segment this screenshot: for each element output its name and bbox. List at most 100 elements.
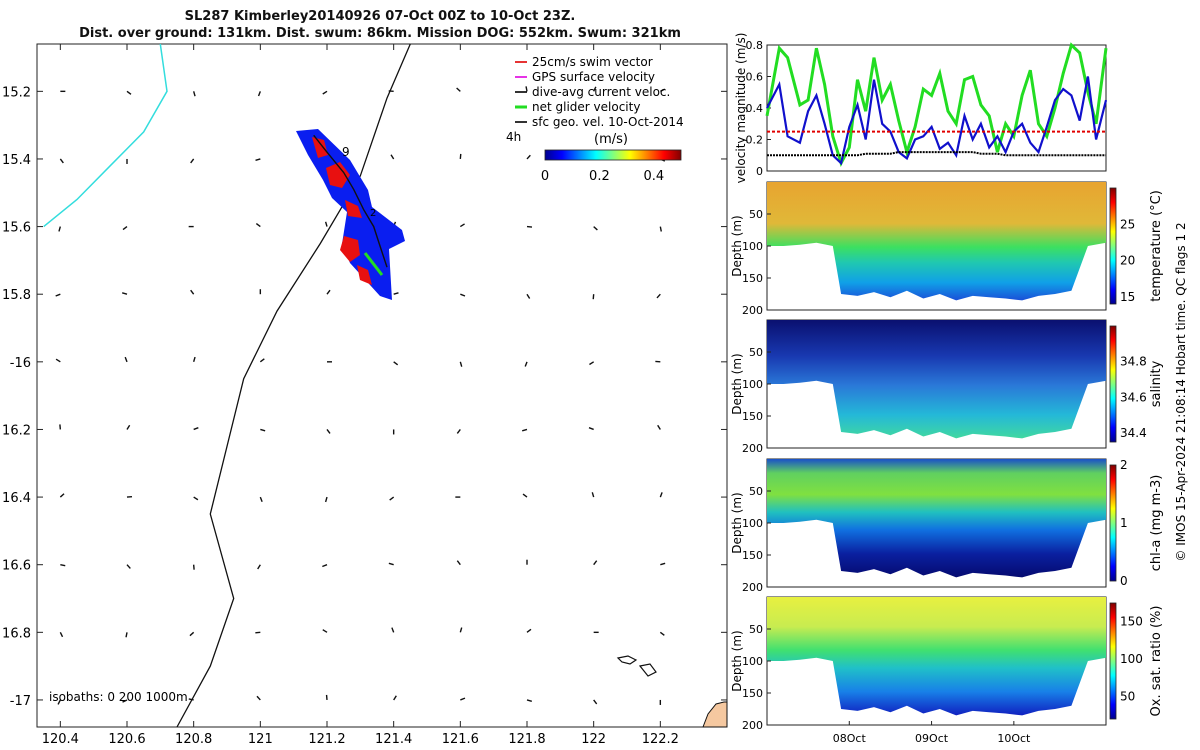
map-x-tick-label: 121.4: [375, 732, 412, 747]
velocity-arrow: [659, 492, 663, 498]
map-y-tick-label: 15.6: [2, 221, 31, 236]
section-colorbar-tick: 150: [1120, 615, 1143, 629]
colorbar-time-label: 4h: [506, 130, 521, 144]
map-x-tick-label: 121.8: [508, 732, 545, 747]
velocity-arrow: [260, 428, 266, 432]
speed-y-tick-label: 0.4: [746, 102, 764, 115]
section-y-tick-label: 100: [742, 378, 763, 391]
section-y-tick-label: 50: [749, 623, 763, 636]
velocity-arrow: [190, 289, 195, 295]
legend-label: sfc geo. vel. 10-Oct-2014: [532, 115, 684, 129]
velocity-arrow: [459, 361, 463, 367]
velocity-arrow: [660, 562, 666, 566]
velocity-arrow: [593, 560, 598, 566]
section-colorbar-tick: 34.4: [1120, 426, 1147, 440]
section-y-tick-label: 200: [742, 442, 763, 455]
speed-y-tick-label: 0.2: [746, 134, 764, 147]
velocity-arrow: [192, 356, 196, 363]
section-colorbar-label: salinity: [1149, 360, 1164, 407]
velocity-arrow: [656, 293, 661, 299]
glider-track: [313, 134, 388, 268]
section-colorbar-tick: 100: [1120, 652, 1143, 666]
velocity-arrow: [393, 292, 399, 295]
velocity-arrow: [59, 493, 65, 498]
map-y-tick-label: 15.8: [2, 288, 31, 303]
map-y-tick-label: 16.6: [2, 559, 31, 574]
colorbar-tick-label: 0.4: [643, 169, 664, 184]
velocity-arrow: [192, 91, 196, 97]
section-y-tick-label: 100: [742, 655, 763, 668]
map-x-tick-label: 121.6: [442, 732, 479, 747]
section-colorbar: [1109, 187, 1117, 305]
section-colorbar-tick: 34.8: [1120, 355, 1147, 369]
velocity-arrow: [189, 631, 195, 637]
section-x-tick-label: 08Oct: [833, 732, 867, 745]
legend-label: GPS surface velocity: [532, 70, 655, 84]
velocity-arrow: [389, 496, 395, 501]
velocity-arrow: [326, 429, 331, 434]
map-x-tick-label: 122.2: [642, 732, 679, 747]
velocity-arrow: [257, 91, 261, 97]
map-y-tick-label: -16: [10, 356, 31, 371]
velocity-arrow: [460, 293, 466, 297]
isobath-line: [176, 43, 411, 728]
section-colorbar-tick: 2: [1120, 458, 1128, 472]
velocity-arrow: [60, 564, 66, 567]
velocity-arrow: [526, 628, 532, 633]
section-y-tick-label: 100: [742, 517, 763, 530]
section-panel: 50 100 150 200 Depth (m) 0 1 2 chl-a (mg m-3): [730, 458, 1164, 594]
map-x-tick-label: 121.2: [308, 732, 345, 747]
velocity-arrow: [659, 226, 662, 232]
section-y-label: Depth (m): [730, 492, 744, 553]
velocity-arrow: [255, 158, 261, 162]
swath-red-3: [345, 200, 362, 218]
velocity-arrow: [259, 496, 263, 502]
velocity-arrow: [126, 90, 132, 95]
section-colorbar-label: temperature (°C): [1149, 190, 1164, 302]
map-x-tick-label: 120.8: [175, 732, 212, 747]
velocity-arrow: [526, 293, 531, 299]
velocity-arrow: [659, 631, 665, 636]
velocity-arrow: [193, 427, 199, 431]
section-colorbar-tick: 1: [1120, 516, 1128, 530]
legend-label: net glider velocity: [532, 100, 640, 114]
velocity-arrow: [55, 358, 61, 363]
speed-y-tick-label: 0: [756, 165, 763, 178]
section-panel: 50 100 150 200 Depth (m) 34.4 34.6 34.8 salinity: [730, 319, 1164, 455]
track-label-2: 2: [370, 208, 376, 219]
velocity-arrow: [322, 629, 328, 633]
velocity-arrow: [456, 87, 461, 92]
isobaths-label: isobaths: 0 200 1000m: [49, 690, 188, 704]
section-x-tick-label: 10Oct: [997, 732, 1031, 745]
velocity-arrow: [255, 223, 261, 228]
map-y-tick-label: 15.4: [2, 153, 31, 168]
velocity-arrow: [526, 699, 532, 703]
swath-red-2: [326, 162, 350, 188]
velocity-arrow: [593, 226, 598, 231]
velocity-arrow: [59, 632, 64, 638]
velocity-arrow: [190, 158, 195, 164]
velocity-arrow: [459, 627, 463, 633]
velocity-arrow: [525, 86, 528, 92]
section-y-tick-label: 200: [742, 719, 763, 732]
map-colorbar-ticks: 0 0.2 0.4: [541, 169, 664, 184]
speed-y-tick-label: 0.8: [746, 39, 764, 52]
velocity-arrow: [326, 289, 331, 295]
velocity-arrow: [256, 695, 261, 701]
section-y-tick-label: 100: [742, 240, 763, 253]
velocity-arrow: [257, 564, 261, 570]
map-y-axis: 15.2 15.4 15.6 15.8 -16 16.2 16.4 16.6 16.8 -17: [2, 85, 727, 709]
velocity-arrow: [522, 428, 528, 432]
velocity-arrow: [126, 424, 131, 430]
section-colorbar-tick: 0: [1120, 574, 1128, 588]
velocity-arrow: [459, 223, 465, 228]
coastline-cyan: [43, 43, 168, 228]
velocity-arrow: [122, 699, 128, 703]
map-colorbar: [544, 149, 682, 161]
velocity-arrow: [126, 564, 131, 569]
legend-label: dive-avg current veloc.: [532, 85, 670, 99]
velocity-arrow: [124, 356, 128, 363]
land-corner: [702, 701, 728, 728]
section-fill: [767, 597, 1106, 716]
